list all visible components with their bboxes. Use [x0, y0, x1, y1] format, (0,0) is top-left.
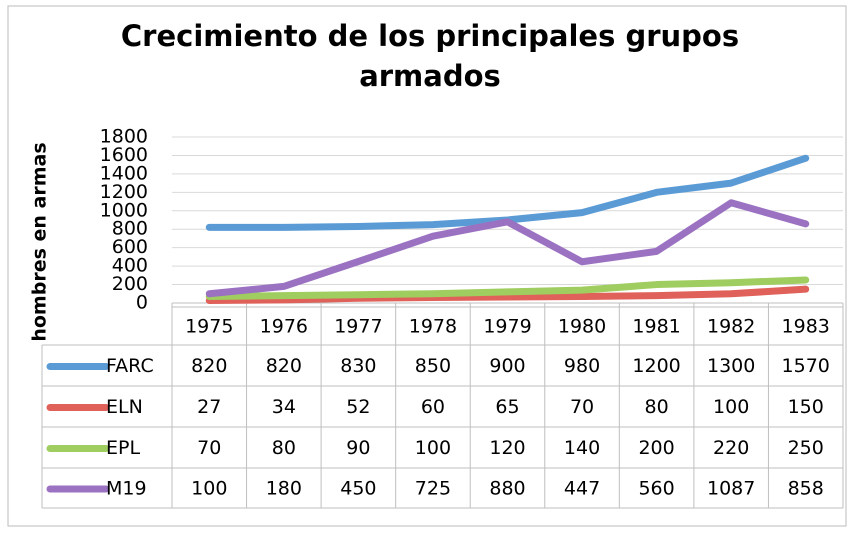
- x-tick-label: 1979: [483, 316, 531, 338]
- legend-label: FARC: [106, 355, 154, 377]
- table-value: 1087: [707, 478, 755, 500]
- y-tick-label: 600: [112, 236, 148, 258]
- y-tick-label: 1400: [100, 162, 148, 184]
- table-value: 150: [788, 396, 824, 418]
- table-value: 27: [197, 396, 221, 418]
- table-value: 100: [415, 437, 451, 459]
- table-value: 447: [564, 478, 600, 500]
- x-tick-label: 1980: [558, 316, 606, 338]
- legend-label: EPL: [106, 437, 140, 459]
- table-value: 220: [713, 437, 749, 459]
- table-value: 80: [645, 396, 669, 418]
- legend-label: ELN: [106, 396, 143, 418]
- y-tick-label: 1200: [100, 181, 148, 203]
- x-tick-label: 1981: [632, 316, 680, 338]
- table-value: 120: [489, 437, 525, 459]
- table-value: 880: [489, 478, 525, 500]
- table-value: 450: [340, 478, 376, 500]
- x-tick-label: 1978: [409, 316, 457, 338]
- table-value: 858: [788, 478, 824, 500]
- y-tick-label: 800: [112, 218, 148, 240]
- table-value: 725: [415, 478, 451, 500]
- legend-label: M19: [106, 478, 147, 500]
- table-value: 980: [564, 355, 600, 377]
- table-value: 820: [191, 355, 227, 377]
- y-tick-label: 1800: [100, 126, 148, 148]
- x-tick-label: 1983: [782, 316, 830, 338]
- series-line: [205, 199, 810, 298]
- table-value: 820: [266, 355, 302, 377]
- y-tick-label: 200: [112, 273, 148, 295]
- table-value: 60: [421, 396, 445, 418]
- table-value: 100: [191, 478, 227, 500]
- table-value: 34: [272, 396, 296, 418]
- table-value: 250: [788, 437, 824, 459]
- table-value: 830: [340, 355, 376, 377]
- y-tick-label: 0: [136, 292, 148, 314]
- y-tick-label: 400: [112, 255, 148, 277]
- y-tick-label: 1600: [100, 144, 148, 166]
- chart-title: armados: [359, 59, 501, 93]
- table-value: 850: [415, 355, 451, 377]
- table-value: 180: [266, 478, 302, 500]
- table-value: 1200: [632, 355, 680, 377]
- table-value: 90: [346, 437, 370, 459]
- table-value: 70: [197, 437, 221, 459]
- chart-title: Crecimiento de los principales grupos: [121, 19, 739, 53]
- table-value: 80: [272, 437, 296, 459]
- x-tick-label: 1976: [260, 316, 308, 338]
- y-tick-label: 1000: [100, 199, 148, 221]
- series-line: [205, 276, 810, 301]
- table-value: 100: [713, 396, 749, 418]
- table-value: 200: [638, 437, 674, 459]
- table-value: 70: [570, 396, 594, 418]
- x-tick-label: 1977: [334, 316, 382, 338]
- y-axis-label: hombres en armas: [29, 142, 51, 341]
- table-value: 560: [638, 478, 674, 500]
- x-tick-label: 1975: [185, 316, 233, 338]
- x-tick-label: 1982: [707, 316, 755, 338]
- table-value: 52: [346, 396, 370, 418]
- table-value: 65: [495, 396, 519, 418]
- table-value: 1300: [707, 355, 755, 377]
- table-value: 140: [564, 437, 600, 459]
- table-value: 900: [489, 355, 525, 377]
- series-line: [205, 285, 810, 305]
- table-value: 1570: [782, 355, 830, 377]
